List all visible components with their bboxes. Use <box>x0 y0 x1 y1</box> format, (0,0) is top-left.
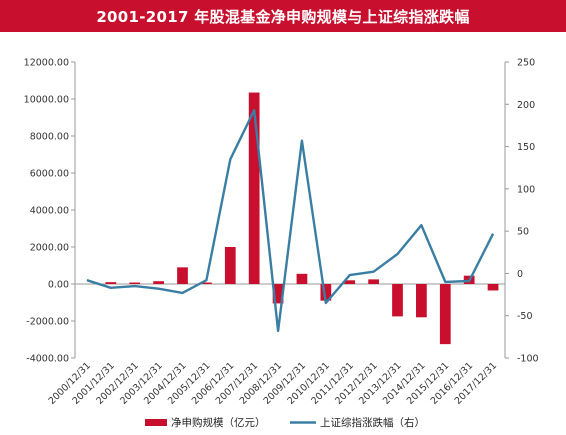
bar-2011/12/31 <box>344 280 356 284</box>
right-tick-label: 100 <box>517 184 535 195</box>
left-tick-label: 6000.00 <box>30 169 69 180</box>
right-tick-label: -100 <box>517 354 539 365</box>
right-tick-label: 150 <box>517 142 535 153</box>
bar-2003/12/31 <box>153 281 164 284</box>
bar-2012/12/31 <box>368 279 379 284</box>
bar-2002/12/31 <box>129 282 141 284</box>
left-tick-label: 8000.00 <box>30 132 69 143</box>
legend-bar-swatch <box>145 419 167 426</box>
left-tick-label: 4000.00 <box>30 206 69 217</box>
bar-2001/12/31 <box>105 282 117 284</box>
left-tick-label: -4000.00 <box>26 354 69 365</box>
right-tick-label: 50 <box>517 227 529 238</box>
right-tick-label: 250 <box>517 58 535 69</box>
legend-line-label: 上证综指涨跌幅（右） <box>320 416 425 429</box>
left-tick-label: 2000.00 <box>30 243 69 254</box>
bar-2009/12/31 <box>296 273 308 284</box>
bar-2008/12/31 <box>272 284 284 304</box>
left-tick-label: 10000.00 <box>24 95 69 106</box>
bar-2005/12/31 <box>201 282 212 284</box>
bar-2017/12/31 <box>487 284 499 291</box>
bar-2006/12/31 <box>224 247 236 284</box>
right-tick-label: 200 <box>517 100 535 111</box>
right-tick-label: -50 <box>517 311 533 322</box>
bar-2015/12/31 <box>439 284 451 345</box>
right-tick-label: 0 <box>517 269 523 280</box>
line-series-sse <box>86 108 495 333</box>
left-tick-label: -2000.00 <box>26 317 69 328</box>
bar-2014/12/31 <box>416 284 427 318</box>
chart-title: 2001-2017 年股混基金净申购规模与上证综指涨跌幅 <box>0 0 566 32</box>
left-tick-label: 0.00 <box>48 280 69 291</box>
left-tick-label: 12000.00 <box>24 58 69 69</box>
bar-2010/12/31 <box>320 284 332 301</box>
bar-2004/12/31 <box>177 267 188 284</box>
legend-bar-label: 净申购规模（亿元） <box>171 416 266 429</box>
combo-chart: -4000.00 -2000.00 0.00 2000.00 4000.00 6000.0… <box>24 58 539 430</box>
bar-2013/12/31 <box>392 284 403 317</box>
bar-2007/12/31 <box>248 92 260 285</box>
